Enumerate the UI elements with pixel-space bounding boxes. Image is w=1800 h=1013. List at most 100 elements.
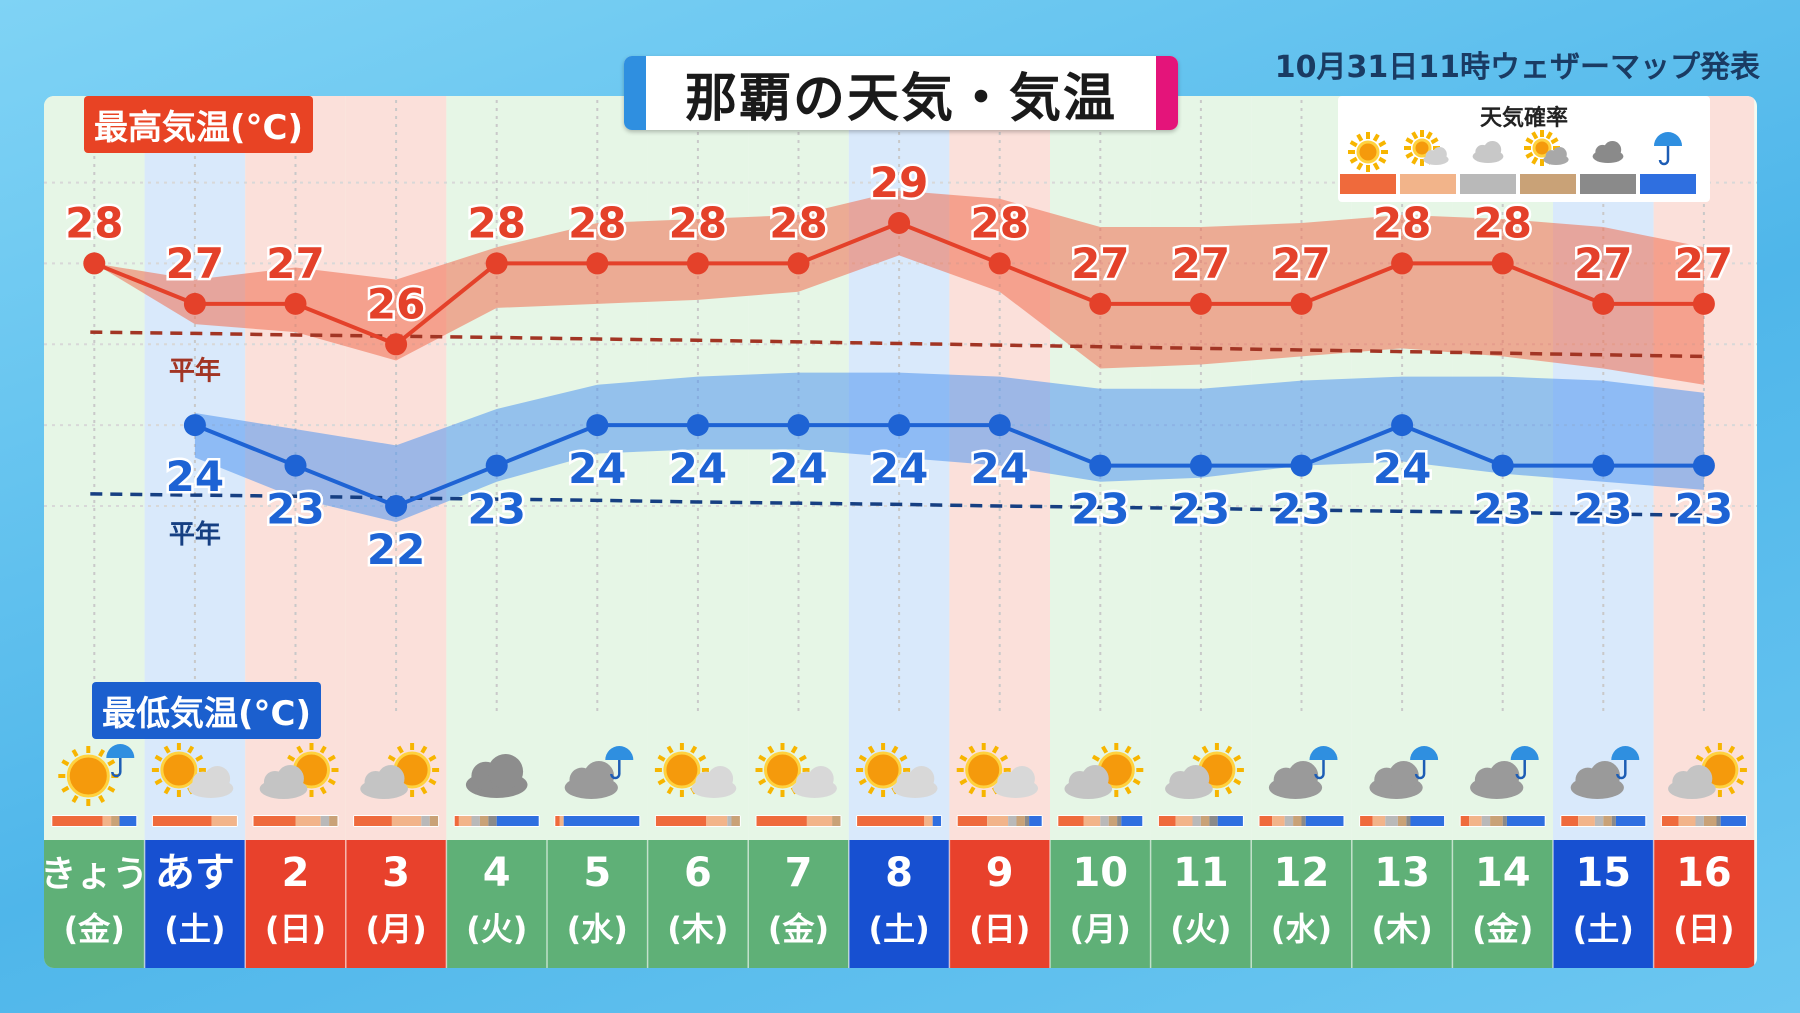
prob-bar-seg-10-1 [1083,816,1101,826]
cloud-umbrella-icon [564,746,634,799]
title-accent-right [1156,56,1178,130]
cloud-11 [1165,765,1213,799]
prob-bar-seg-10-0 [1058,816,1084,826]
date-label-3: 3 [382,850,410,896]
low-value-label-4: 23 [467,485,525,534]
sun-2-ray-8 [296,745,304,754]
sun-16-ray-11 [1736,754,1745,762]
legend-sun-3-ray-8 [1531,131,1539,140]
legend-cloud-2 [1472,141,1504,163]
low-point-12 [1290,454,1313,477]
legend-sun-1-ray-10 [1425,131,1433,140]
sun-2-ray-2 [319,786,327,795]
high-value-label-1: 27 [166,239,224,288]
sun-1-ray-11 [195,754,204,762]
prob-bar-seg-0-3 [111,816,120,826]
sun-7-ray-7 [758,754,767,762]
date-label-0: きょう [44,854,148,895]
issued-time: 10月31日11時ウェザーマップ発表 [1274,50,1760,85]
prob-bar-seg-9-0 [957,816,988,826]
date-cell-bg-2 [245,840,346,968]
prob-bar-seg-6-3 [731,816,740,826]
sun-0-ray-2 [98,794,106,803]
prob-bar-seg-9-3 [1016,816,1025,826]
weekday-label-11: (火) [1170,910,1231,948]
page-title: 那覇の天気・気温 [684,68,1117,129]
weekday-label-10: (月) [1070,910,1131,948]
low-value-label-14: 23 [1473,485,1531,534]
prob-bar-seg-3-0 [354,816,392,826]
normal-low-line [90,492,1704,518]
low-point-13 [1391,414,1414,437]
prob-bar-seg-9-5 [1029,816,1042,826]
sun-8-disc [864,751,902,789]
high-range-band [94,190,1704,385]
sun-icon [1348,132,1388,172]
prob-bar-seg-5-5 [563,816,640,826]
cloud-umbrella-icon [1268,746,1338,799]
cloud-7 [792,766,837,799]
sun-11-ray-1 [1233,778,1242,786]
sun-11-ray-7 [1192,754,1201,762]
sun-8-ray-5 [858,778,867,786]
sun-9-disc [965,751,1003,789]
cloud-4-puff2 [487,754,524,790]
cloud-13 [1369,761,1423,799]
sun-10-ray-11 [1132,754,1141,762]
prob-bar-seg-15-3 [1603,816,1612,826]
legend-sun-3-ray-11 [1550,137,1559,145]
prob-bar-seg-13-0 [1360,816,1373,826]
prob-bar-seg-4-4 [488,816,497,826]
umbrella-13-canopy [1410,746,1439,760]
high-value-label-16: 27 [1675,239,1733,288]
prob-bar-seg-6-2 [727,816,732,826]
prob-bar-seg-2-0 [253,816,296,826]
sun-cloud-icon [654,743,737,799]
sun-7-ray-10 [790,745,798,754]
legend-sun-3-ray-4 [1531,156,1539,165]
weekday-label-8: (土) [868,910,929,948]
sun-0-ray-10 [98,749,106,758]
sun-0-ray-7 [61,759,70,767]
prob-bar-seg-14-0 [1460,816,1470,826]
sun-6-ray-10 [690,745,698,754]
sun-0-ray-11 [107,759,116,767]
legend-sun-1-ray-4 [1411,156,1419,165]
prob-bar-seg-7-0 [756,816,807,826]
prob-bar-seg-13-4 [1406,816,1411,826]
high-value-label-11: 27 [1172,239,1230,288]
umbrella-13 [1410,746,1439,780]
sun-16-ray-1 [1736,778,1745,786]
legend-swatch-2 [1460,174,1516,194]
prob-bar-seg-15-4 [1611,816,1616,826]
low-point-11 [1189,454,1212,477]
high-value-label-15: 27 [1574,239,1632,288]
low-point-6 [686,414,709,437]
cloud-14 [1470,761,1524,799]
prob-bar-seg-0-1 [102,816,112,826]
legend-sun-1-ray-11 [1430,137,1439,145]
umbrella-0 [106,743,135,778]
sun-6-ray-8 [666,745,674,754]
low-range-band [194,372,1704,523]
weekday-label-0: (金) [64,910,125,948]
date-label-6: 6 [684,850,712,896]
high-point-14 [1491,252,1514,275]
date-label-7: 7 [785,850,813,896]
cloud-12-puff2 [1287,761,1319,792]
prob-bar-seg-3-2 [421,816,430,826]
sun-1-ray-5 [154,778,163,786]
weekday-label-2: (日) [265,910,326,948]
prob-bar-seg-15-5 [1615,816,1646,826]
prob-bar-seg-9-1 [987,816,1009,826]
cloud-15-puff2 [1589,761,1621,792]
cloud-8-puff2 [908,766,935,792]
cloud-umbrella-icon [1470,746,1539,799]
legend-umbrella-5-handle [1658,146,1670,166]
sun-cloud-dark-icon [1524,130,1569,166]
legend-umbrella-5-canopy [1654,132,1682,146]
date-cell-bg-6 [647,840,749,968]
cloud-3-puff2 [377,765,405,793]
cloud-sun-icon [360,743,440,799]
